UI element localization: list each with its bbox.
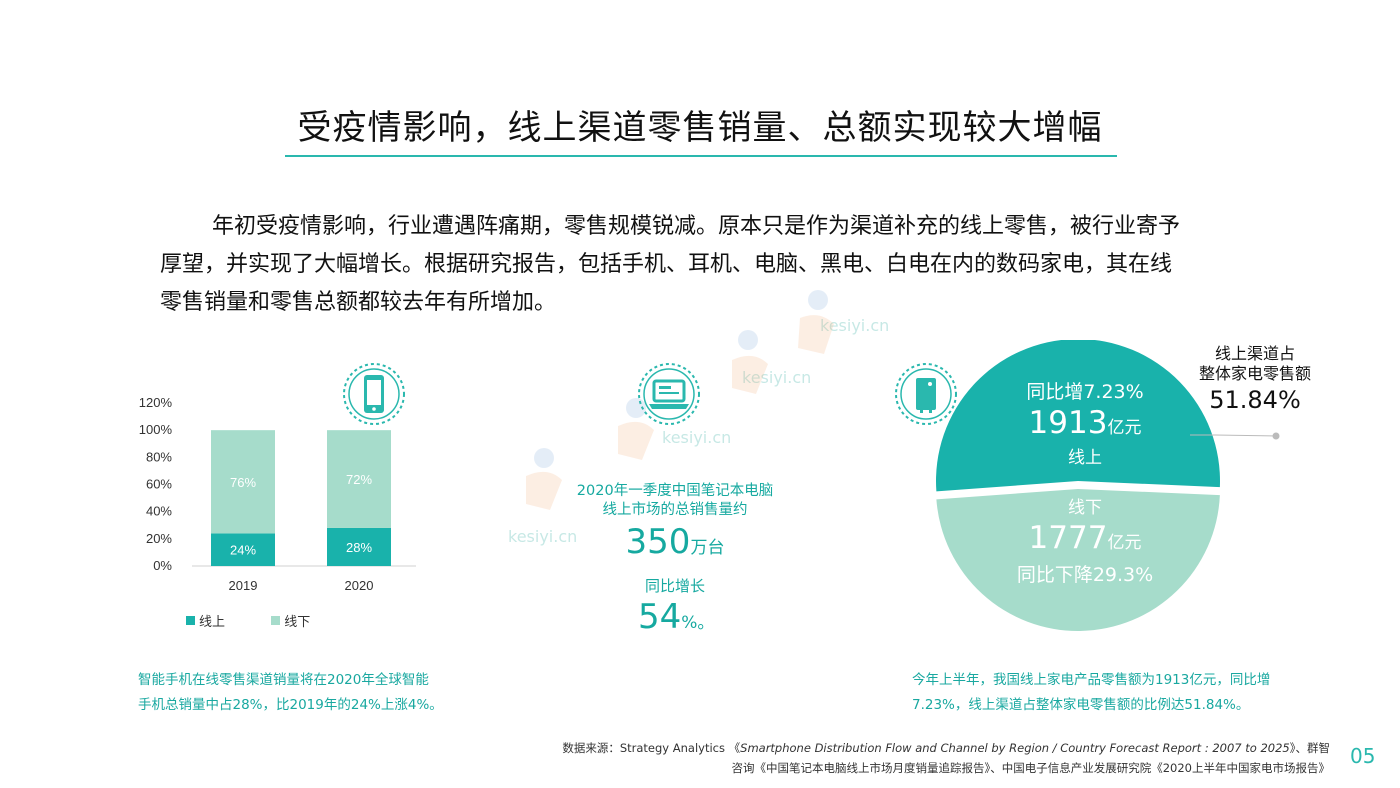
title-underline xyxy=(285,155,1117,157)
pie-slice xyxy=(936,489,1220,632)
stat-unit: 万台 xyxy=(690,538,725,558)
growth-stat: 同比增长 54%。 xyxy=(600,577,750,637)
page-title: 受疫情影响，线上渠道零售销量、总额实现较大增幅 xyxy=(297,108,1103,148)
pie-offline-label: 线下 1777亿元 同比下降29.3% xyxy=(990,497,1180,588)
online-amount: 1913 xyxy=(1028,405,1108,441)
bar-segment xyxy=(327,527,391,566)
bar-data-label: 72% xyxy=(346,472,372,487)
legend-label: 线下 xyxy=(284,615,311,630)
paragraph-line: 年初受疫情影响，行业遭遇阵痛期，零售规模锐减。原本只是作为渠道补充的线上零售，被… xyxy=(212,214,1181,239)
laptop-sales-stat: 2020年一季度中国笔记本电脑 线上市场的总销售量约 350万台 xyxy=(555,482,795,562)
x-tick-label: 2020 xyxy=(345,578,374,593)
offline-change: 同比下降29.3% xyxy=(1016,564,1154,586)
stacked-bar-chart: 120% 100% 80% 60% 40% 20% 0% 2019 2020 24% 76% 28%… xyxy=(139,395,416,593)
y-tick-label: 0% xyxy=(153,558,172,573)
source-report-title: Smartphone Distribution Flow and Channel… xyxy=(740,741,1290,755)
laptop-icon xyxy=(638,363,700,425)
appliance-icon xyxy=(895,363,957,425)
y-tick-label: 40% xyxy=(146,504,172,519)
pie-chart xyxy=(936,340,1280,632)
legend-swatch-online xyxy=(186,616,195,625)
offline-amount: 1777 xyxy=(1028,520,1108,556)
caption-line: 今年上半年，我国线上家电产品零售额为1913亿元，同比增 xyxy=(912,672,1271,688)
intro-paragraph: 年初受疫情影响，行业遭遇阵痛期，零售规模锐减。原本只是作为渠道补充的线上零售，被… xyxy=(160,208,1245,322)
data-source: 数据来源：Strategy Analytics 《Smartphone Dist… xyxy=(560,738,1330,778)
caption-line: 手机总销量中占28%，比2019年的24%上涨4%。 xyxy=(138,697,443,713)
stat-desc: 2020年一季度中国笔记本电脑 xyxy=(576,483,774,499)
bar-legend: 线上 线下 xyxy=(186,610,310,630)
growth-label: 同比增长 xyxy=(644,577,705,595)
growth-value: 54 xyxy=(638,597,682,637)
online-amount-row: 1913亿元 xyxy=(990,404,1180,447)
paragraph-line: 厚望，并实现了大幅增长。根据研究报告，包括手机、耳机、电脑、黑电、白电在内的数码… xyxy=(160,252,1173,277)
legend-label: 线上 xyxy=(199,615,226,630)
offline-unit: 亿元 xyxy=(1107,533,1142,553)
callout-leader-line xyxy=(1190,434,1277,437)
page-number: 05 xyxy=(1350,744,1376,768)
callout-dot xyxy=(1272,432,1280,440)
bar-segment xyxy=(211,533,275,566)
offline-label: 线下 xyxy=(1068,498,1102,518)
watermark: kesiyi.cn xyxy=(820,316,890,335)
x-tick-label: 2019 xyxy=(229,578,258,593)
stat-value: 350万台 xyxy=(555,522,795,562)
caption-left: 智能手机在线零售渠道销量将在2020年全球智能 手机总销量中占28%，比2019… xyxy=(138,668,478,718)
stat-big-number: 350 xyxy=(625,522,691,562)
watermark-figure-icon xyxy=(526,290,834,510)
pie-slice xyxy=(936,340,1220,492)
watermark: kesiyi.cn xyxy=(662,428,732,447)
caption-line: 智能手机在线零售渠道销量将在2020年全球智能 xyxy=(138,672,429,688)
source-prefix: 数据来源：Strategy Analytics 《 xyxy=(562,741,741,755)
callout-line: 整体家电零售额 xyxy=(1198,364,1311,383)
bar-data-label: 28% xyxy=(346,540,372,555)
smartphone-icon xyxy=(343,363,405,425)
callout-line: 线上渠道占 xyxy=(1214,344,1295,363)
online-growth: 同比增7.23% xyxy=(1026,381,1144,403)
online-unit: 亿元 xyxy=(1107,418,1142,438)
caption-right: 今年上半年，我国线上家电产品零售额为1913亿元，同比增 7.23%，线上渠道占… xyxy=(912,668,1307,718)
caption-line: 7.23%，线上渠道占整体家电零售额的比例达51.84%。 xyxy=(912,697,1250,713)
callout-value: 51.84% xyxy=(1209,386,1301,414)
online-label: 线上 xyxy=(1068,448,1102,468)
bar-segment xyxy=(327,430,391,528)
paragraph-line: 零售销量和零售总额都较去年有所增加。 xyxy=(160,290,557,315)
y-tick-label: 80% xyxy=(146,449,172,464)
y-tick-label: 120% xyxy=(139,395,173,410)
y-tick-label: 100% xyxy=(139,422,173,437)
source-suffix: 》、群智咨询《中国笔记本电脑线上市场月度销量追踪报告》、中国电子信息产业发展研究… xyxy=(731,741,1330,775)
offline-amount-row: 1777亿元 xyxy=(990,519,1180,562)
share-callout: 线上渠道占 整体家电零售额 51.84% xyxy=(1180,344,1330,416)
growth-value-row: 54%。 xyxy=(600,597,750,637)
watermark: kesiyi.cn xyxy=(508,527,578,546)
bar-data-label: 76% xyxy=(230,475,256,490)
growth-unit: %。 xyxy=(681,613,715,633)
stat-desc: 线上市场的总销售量约 xyxy=(602,502,748,518)
y-tick-label: 20% xyxy=(146,531,172,546)
legend-swatch-offline xyxy=(271,616,281,625)
y-tick-label: 60% xyxy=(146,477,172,492)
watermark: kesiyi.cn xyxy=(742,368,812,387)
pie-online-label: 同比增7.23% 1913亿元 线上 xyxy=(990,380,1180,469)
bar-data-label: 24% xyxy=(230,543,256,558)
bar-segment xyxy=(211,430,275,534)
